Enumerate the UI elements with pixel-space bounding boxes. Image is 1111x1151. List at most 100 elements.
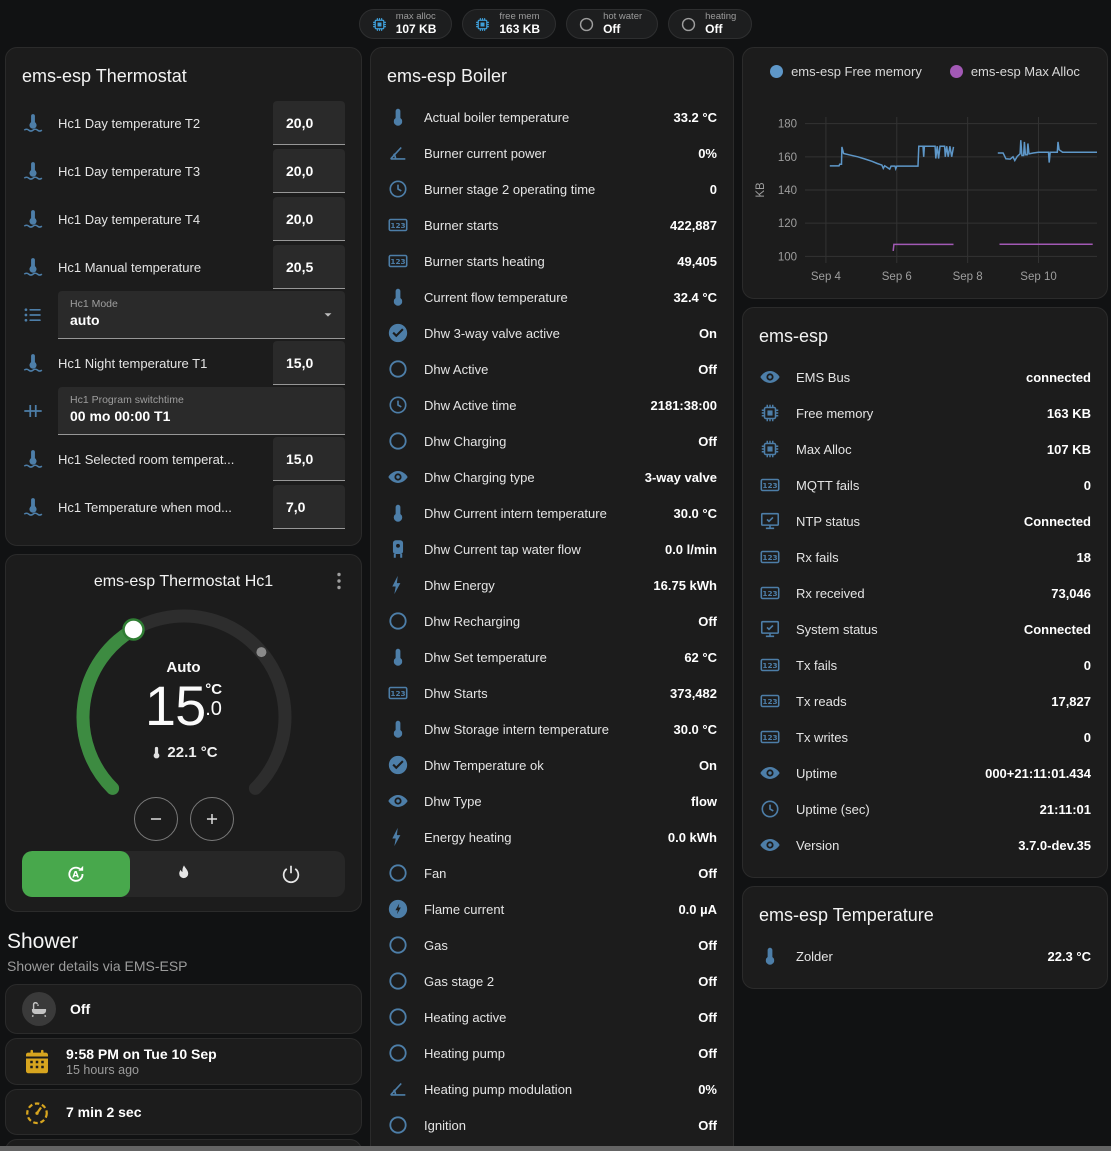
number-input[interactable]: 20,5 <box>273 245 345 289</box>
entity-row[interactable]: MQTT fails 0 <box>759 467 1091 503</box>
counter-icon <box>759 726 781 748</box>
increase-temp-button[interactable] <box>189 797 234 841</box>
entity-row[interactable]: Burner current power 0% <box>387 135 717 171</box>
status-badge[interactable]: max alloc 107 KB <box>358 9 453 39</box>
number-input[interactable]: 15,0 <box>273 437 345 481</box>
entity-row[interactable]: Dhw Energy 16.75 kWh <box>387 567 717 603</box>
horizontal-scrollbar[interactable] <box>0 1146 1111 1151</box>
entity-row[interactable]: Current flow temperature 32.4 °C <box>387 279 717 315</box>
svg-text:Sep 10: Sep 10 <box>1020 271 1056 283</box>
entity-row[interactable]: Hc1 Temperature when mod... 7,0 <box>22 483 345 531</box>
entity-row[interactable]: Dhw Current intern temperature 30.0 °C <box>387 495 717 531</box>
entity-row[interactable]: Uptime (sec) 21:11:01 <box>759 791 1091 827</box>
entity-row[interactable]: Ignition Off <box>387 1107 717 1143</box>
chip-icon <box>474 16 491 33</box>
temperature-card: ems-esp Temperature Zolder 22.3 °C <box>742 886 1108 989</box>
entity-row[interactable]: Burner starts heating 49,405 <box>387 243 717 279</box>
counter-icon <box>759 690 781 712</box>
svg-text:160: 160 <box>778 152 797 164</box>
entity-row[interactable]: Fan Off <box>387 855 717 891</box>
shower-state-row[interactable]: Off <box>5 984 362 1034</box>
circle-icon <box>387 1042 409 1064</box>
entity-row[interactable]: Heating pump modulation 0% <box>387 1071 717 1107</box>
entity-row[interactable]: Gas Off <box>387 927 717 963</box>
number-input[interactable]: 7,0 <box>273 485 345 529</box>
entity-row[interactable]: Burner stage 2 operating time 0 <box>387 171 717 207</box>
number-input[interactable]: 20,0 <box>273 149 345 193</box>
badge-value: 163 KB <box>499 21 541 36</box>
entity-row[interactable]: Dhw Active Off <box>387 351 717 387</box>
entity-row[interactable]: Tx reads 17,827 <box>759 683 1091 719</box>
entity-row[interactable]: Rx fails 18 <box>759 539 1091 575</box>
status-badge[interactable]: hot water Off <box>566 9 659 39</box>
entity-row[interactable]: Uptime 000+21:11:01.434 <box>759 755 1091 791</box>
entity-row[interactable]: Dhw Storage intern temperature 30.0 °C <box>387 711 717 747</box>
entity-row[interactable]: Burner starts 422,887 <box>387 207 717 243</box>
mode-select[interactable]: Hc1 Mode auto <box>58 291 345 339</box>
entity-label: Actual boiler temperature <box>424 109 570 125</box>
entity-row[interactable]: Version 3.7.0-dev.35 <box>759 827 1091 863</box>
entity-value: Off <box>698 1117 717 1133</box>
mode-auto-button[interactable] <box>22 851 130 897</box>
entity-row[interactable]: Dhw Recharging Off <box>387 603 717 639</box>
number-input[interactable]: 20,0 <box>273 197 345 241</box>
entity-row[interactable]: Dhw Charging Off <box>387 423 717 459</box>
entity-row[interactable]: Gas stage 2 Off <box>387 963 717 999</box>
entity-row[interactable]: Hc1 Night temperature T1 15,0 <box>22 339 345 387</box>
thermostat-card: ems-esp Thermostat Hc1 Day temperature T… <box>5 47 362 546</box>
circle-icon <box>387 1006 409 1028</box>
entity-label: EMS Bus <box>796 369 851 385</box>
circle-icon <box>387 970 409 992</box>
entity-value: Off <box>698 937 717 953</box>
entity-row[interactable]: Rx received 73,046 <box>759 575 1091 611</box>
legend-item[interactable]: ems-esp Free memory <box>770 64 922 79</box>
status-badge[interactable]: heating Off <box>668 9 753 39</box>
entity-row[interactable]: Dhw Current tap water flow 0.0 l/min <box>387 531 717 567</box>
more-menu-icon[interactable] <box>327 569 351 593</box>
entity-row[interactable]: Dhw Set temperature 62 °C <box>387 639 717 675</box>
thermometer-water-icon <box>22 256 44 278</box>
entity-row[interactable]: Free memory 163 KB <box>759 395 1091 431</box>
mode-heat-button[interactable] <box>130 851 238 897</box>
decrease-temp-button[interactable] <box>133 797 178 841</box>
entity-row[interactable]: Hc1 Selected room temperat... 15,0 <box>22 435 345 483</box>
entity-row[interactable]: Dhw Type flow <box>387 783 717 819</box>
shower-duration-row[interactable]: 7 min 2 sec <box>5 1089 362 1135</box>
eye-icon <box>759 366 781 388</box>
entity-row[interactable]: Dhw Starts 373,482 <box>387 675 717 711</box>
shower-last-time-row[interactable]: 9:58 PM on Tue 10 Sep 15 hours ago <box>5 1038 362 1085</box>
entity-label: MQTT fails <box>796 477 860 493</box>
entity-row[interactable]: Tx writes 0 <box>759 719 1091 755</box>
entity-row[interactable]: Hc1 Day temperature T4 20,0 <box>22 195 345 243</box>
entity-row[interactable]: NTP status Connected <box>759 503 1091 539</box>
entity-row[interactable]: Tx fails 0 <box>759 647 1091 683</box>
entity-row[interactable]: Flame current 0.0 µA <box>387 891 717 927</box>
entity-row[interactable]: Hc1 Manual temperature 20,5 <box>22 243 345 291</box>
entity-row[interactable]: Heating active Off <box>387 999 717 1035</box>
entity-row[interactable]: Max Alloc 107 KB <box>759 431 1091 467</box>
dial-arc[interactable] <box>64 597 304 837</box>
entity-label: NTP status <box>796 513 861 529</box>
entity-row[interactable]: Hc1 Day temperature T2 20,0 <box>22 99 345 147</box>
entity-value: 373,482 <box>670 685 717 701</box>
entity-row[interactable]: Dhw 3-way valve active On <box>387 315 717 351</box>
entity-row[interactable]: Dhw Temperature ok On <box>387 747 717 783</box>
number-input[interactable]: 15,0 <box>273 341 345 385</box>
entity-value: Off <box>698 361 717 377</box>
entity-row[interactable]: Actual boiler temperature 33.2 °C <box>387 99 717 135</box>
mode-off-button[interactable] <box>237 851 345 897</box>
number-input[interactable]: 20,0 <box>273 101 345 145</box>
entity-row[interactable]: EMS Bus connected <box>759 359 1091 395</box>
entity-row[interactable]: System status Connected <box>759 611 1091 647</box>
entity-row[interactable]: Heating pump Off <box>387 1035 717 1071</box>
switchtime-input[interactable]: Hc1 Program switchtime 00 mo 00:00 T1 <box>58 387 345 435</box>
entity-row[interactable]: Hc1 Day temperature T3 20,0 <box>22 147 345 195</box>
entity-row[interactable]: Energy heating 0.0 kWh <box>387 819 717 855</box>
temperature-dial[interactable]: Auto 15 °C .0 22.1 °C <box>64 597 304 841</box>
status-badge[interactable]: free mem 163 KB <box>462 9 557 39</box>
entity-row[interactable]: Zolder 22.3 °C <box>759 938 1091 974</box>
entity-row[interactable]: Dhw Charging type 3-way valve <box>387 459 717 495</box>
entity-value: 49,405 <box>677 253 717 269</box>
legend-item[interactable]: ems-esp Max Alloc <box>949 64 1080 79</box>
entity-row[interactable]: Dhw Active time 2181:38:00 <box>387 387 717 423</box>
